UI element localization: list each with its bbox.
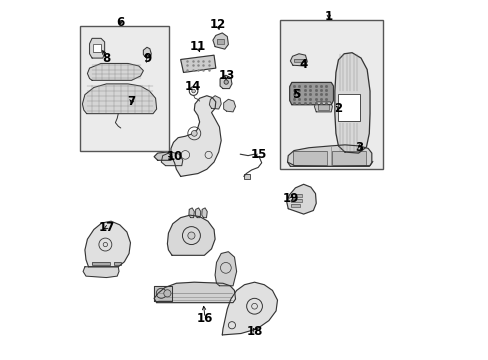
Bar (290, 204, 300, 207)
Text: 19: 19 (283, 192, 299, 205)
Polygon shape (161, 152, 183, 166)
Polygon shape (212, 33, 228, 49)
Bar (217, 40, 224, 44)
Bar (217, 40, 224, 44)
Text: 11: 11 (189, 40, 205, 53)
Text: 3: 3 (354, 141, 363, 154)
Polygon shape (314, 102, 332, 112)
Polygon shape (215, 252, 236, 286)
Text: 13: 13 (218, 69, 234, 82)
Polygon shape (209, 96, 221, 109)
Polygon shape (154, 286, 172, 301)
Bar (317, 104, 328, 110)
Bar (113, 262, 121, 265)
Polygon shape (290, 54, 306, 66)
Bar (292, 150, 326, 165)
Bar (293, 59, 303, 62)
Polygon shape (87, 63, 143, 80)
Polygon shape (195, 208, 201, 218)
Text: 4: 4 (299, 58, 307, 71)
Bar (332, 150, 366, 165)
Bar (92, 262, 110, 265)
Bar (93, 44, 101, 51)
Polygon shape (286, 184, 316, 214)
Bar (290, 204, 300, 207)
Text: 18: 18 (246, 325, 263, 338)
Bar (293, 59, 303, 62)
Text: 15: 15 (250, 148, 266, 161)
Bar (80, 26, 169, 151)
Polygon shape (180, 55, 215, 72)
Text: 16: 16 (197, 311, 213, 325)
Text: 9: 9 (143, 51, 151, 64)
Bar (338, 94, 359, 121)
Polygon shape (202, 208, 207, 218)
Bar (332, 150, 366, 165)
Bar (338, 94, 359, 121)
Polygon shape (289, 82, 333, 105)
Circle shape (191, 89, 195, 93)
Bar (290, 194, 301, 197)
Polygon shape (143, 47, 151, 56)
Circle shape (224, 80, 228, 84)
Bar (290, 199, 301, 202)
Text: 8: 8 (102, 51, 110, 64)
Circle shape (187, 232, 195, 239)
Polygon shape (154, 152, 172, 160)
Bar (244, 174, 250, 179)
Text: 12: 12 (209, 18, 225, 31)
Bar (317, 104, 328, 110)
Polygon shape (220, 75, 231, 89)
Circle shape (191, 131, 197, 136)
Polygon shape (334, 53, 369, 153)
Polygon shape (89, 39, 104, 58)
Bar (290, 194, 301, 197)
Text: 14: 14 (184, 80, 200, 93)
Bar (280, 21, 382, 169)
Polygon shape (85, 221, 130, 267)
Polygon shape (167, 215, 215, 255)
Circle shape (163, 290, 171, 297)
Polygon shape (154, 282, 235, 303)
Polygon shape (223, 99, 235, 112)
Bar (244, 174, 250, 179)
Bar (290, 199, 301, 202)
Polygon shape (222, 282, 277, 335)
Bar (292, 150, 326, 165)
Bar (92, 262, 110, 265)
Bar (93, 44, 101, 51)
Polygon shape (188, 208, 194, 218)
Text: 5: 5 (292, 88, 300, 101)
Bar (113, 262, 121, 265)
Text: 1: 1 (324, 10, 332, 23)
Polygon shape (82, 84, 156, 114)
Text: 7: 7 (127, 95, 135, 108)
Polygon shape (171, 96, 221, 176)
Polygon shape (287, 145, 371, 166)
Text: 2: 2 (334, 102, 342, 115)
Polygon shape (83, 267, 119, 278)
Text: 10: 10 (166, 150, 183, 163)
Text: 6: 6 (117, 16, 124, 29)
Text: 17: 17 (98, 221, 114, 234)
